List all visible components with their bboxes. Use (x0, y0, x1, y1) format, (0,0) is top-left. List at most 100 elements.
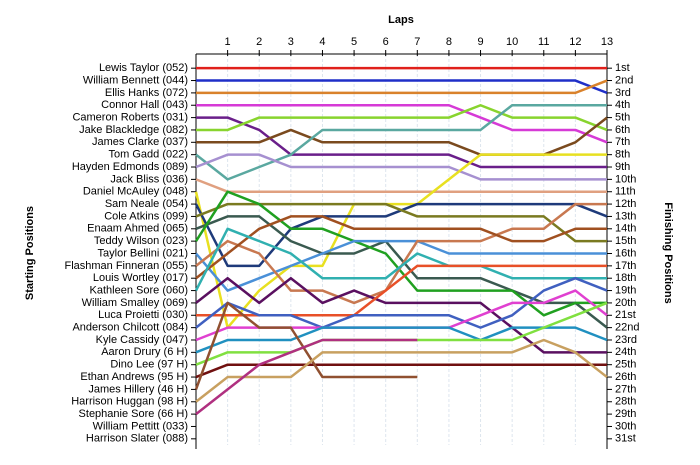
driver-label: Teddy Wilson (023) (94, 235, 188, 247)
y2-tick-label: 20th (615, 297, 636, 309)
x-tick-label: 8 (446, 36, 452, 48)
x-tick-label: 5 (351, 36, 357, 48)
series-line (196, 116, 607, 169)
driver-label: Hayden Edmonds (089) (72, 161, 188, 173)
series-line (196, 79, 608, 95)
driver-label: Aaron Drury (6 H) (101, 346, 188, 358)
series-line (195, 215, 607, 280)
driver-label: Dino Lee (97 H) (110, 359, 188, 371)
driver-label: Enaam Ahmed (065) (87, 223, 188, 235)
y2-tick-label: 28th (615, 396, 636, 408)
series-line (194, 153, 607, 329)
driver-label: Taylor Bellini (021) (98, 247, 188, 259)
y2-tick-label: 11th (615, 186, 636, 198)
x-tick-label: 3 (288, 36, 294, 48)
driver-label: Stephanie Sore (66 H) (79, 408, 188, 420)
series-line (195, 202, 607, 243)
y2-tick-label: 6th (615, 124, 630, 136)
series-line (195, 338, 608, 403)
series-line (194, 190, 607, 317)
series-line (196, 103, 608, 132)
series-line (195, 326, 608, 354)
x-tick-label: 10 (506, 36, 518, 48)
x-tick-label: 2 (256, 36, 262, 48)
x-tick-label: 9 (477, 36, 483, 48)
series-line (196, 103, 608, 144)
series-line (195, 215, 608, 329)
driver-label: Kathleen Sore (060) (90, 284, 188, 296)
series-line (195, 276, 607, 354)
series-line (195, 338, 418, 416)
y2-tick-label: 1st (615, 62, 630, 74)
x-tick-label: 4 (319, 36, 325, 48)
y2-tick-label: 7th (615, 136, 630, 148)
driver-label: Anderson Chilcott (084) (72, 322, 188, 334)
y2-tick-label: 30th (615, 420, 636, 432)
x-tick-label: 12 (569, 36, 581, 48)
driver-label: Jake Blackledge (082) (79, 124, 188, 136)
driver-label: Sam Neale (054) (105, 198, 188, 210)
series-line (195, 178, 607, 193)
driver-label: Ethan Andrews (95 H) (80, 371, 188, 383)
y2-tick-label: 15th (615, 235, 636, 247)
driver-label: Harrison Slater (088) (86, 433, 188, 445)
y2-tick-label: 19th (615, 284, 636, 296)
y2-tick-label: 31st (615, 433, 636, 445)
driver-label: Flashman Finneran (055) (64, 260, 188, 272)
y2-tick-label: 26th (615, 371, 636, 383)
x-axis-title: Laps (388, 14, 414, 26)
series-line (195, 363, 607, 379)
x-tick-label: 1 (225, 36, 231, 48)
y2-tick-label: 3rd (615, 87, 631, 99)
x-tick-label: 13 (601, 36, 613, 48)
y2-tick-label: 21st (615, 309, 636, 321)
driver-label: James Clarke (037) (92, 136, 188, 148)
y2-tick-label: 2nd (615, 74, 633, 86)
driver-label: Luca Proietti (030) (98, 309, 188, 321)
y2-tick-label: 27th (615, 383, 636, 395)
driver-label: Ellis Hanks (072) (105, 87, 188, 99)
series-line (195, 153, 607, 181)
y2-tick-label: 29th (615, 408, 636, 420)
y2-tick-label: 5th (615, 112, 630, 124)
driver-label: Lewis Taylor (052) (99, 62, 188, 74)
y2-tick-label: 17th (615, 260, 636, 272)
y2-tick-label: 24th (615, 346, 636, 358)
x-tick-label: 6 (383, 36, 389, 48)
y2-tick-label: 9th (615, 161, 630, 173)
y2-tick-label: 22nd (615, 322, 639, 334)
series-line (195, 239, 607, 292)
y2-axis-title: Finishing Positions (662, 202, 674, 303)
series-line (195, 276, 608, 329)
series-line (194, 301, 418, 390)
driver-label: Connor Hall (043) (101, 99, 188, 111)
driver-label: William Pettitt (033) (93, 420, 188, 432)
y2-tick-label: 8th (615, 149, 630, 161)
driver-label: Cameron Roberts (031) (72, 112, 188, 124)
driver-label: James Hillery (46 H) (88, 383, 188, 395)
driver-label: Kyle Cassidy (047) (96, 334, 188, 346)
y2-tick-label: 23rd (615, 334, 637, 346)
driver-label: Tom Gadd (022) (109, 149, 188, 161)
driver-label: Louis Wortley (017) (93, 272, 188, 284)
driver-label: Harrison Huggan (98 H) (71, 396, 188, 408)
driver-label: Jack Bliss (036) (110, 173, 188, 185)
driver-label: William Bennett (044) (83, 74, 188, 86)
y-axis-title: Starting Positions (24, 206, 36, 300)
y2-tick-label: 18th (615, 272, 636, 284)
y2-tick-label: 12th (615, 198, 636, 210)
driver-label: William Smalley (069) (82, 297, 188, 309)
driver-label: Daniel McAuley (048) (83, 186, 188, 198)
y2-tick-label: 16th (615, 247, 636, 259)
series-line (195, 103, 607, 181)
x-tick-label: 11 (538, 36, 549, 48)
y2-tick-label: 25th (615, 359, 636, 371)
series-line (194, 227, 607, 292)
y2-tick-label: 10th (615, 173, 636, 185)
x-tick-label: 7 (414, 36, 420, 48)
y2-tick-label: 4th (615, 99, 630, 111)
series-line (196, 79, 608, 95)
y2-tick-label: 13th (615, 210, 636, 222)
